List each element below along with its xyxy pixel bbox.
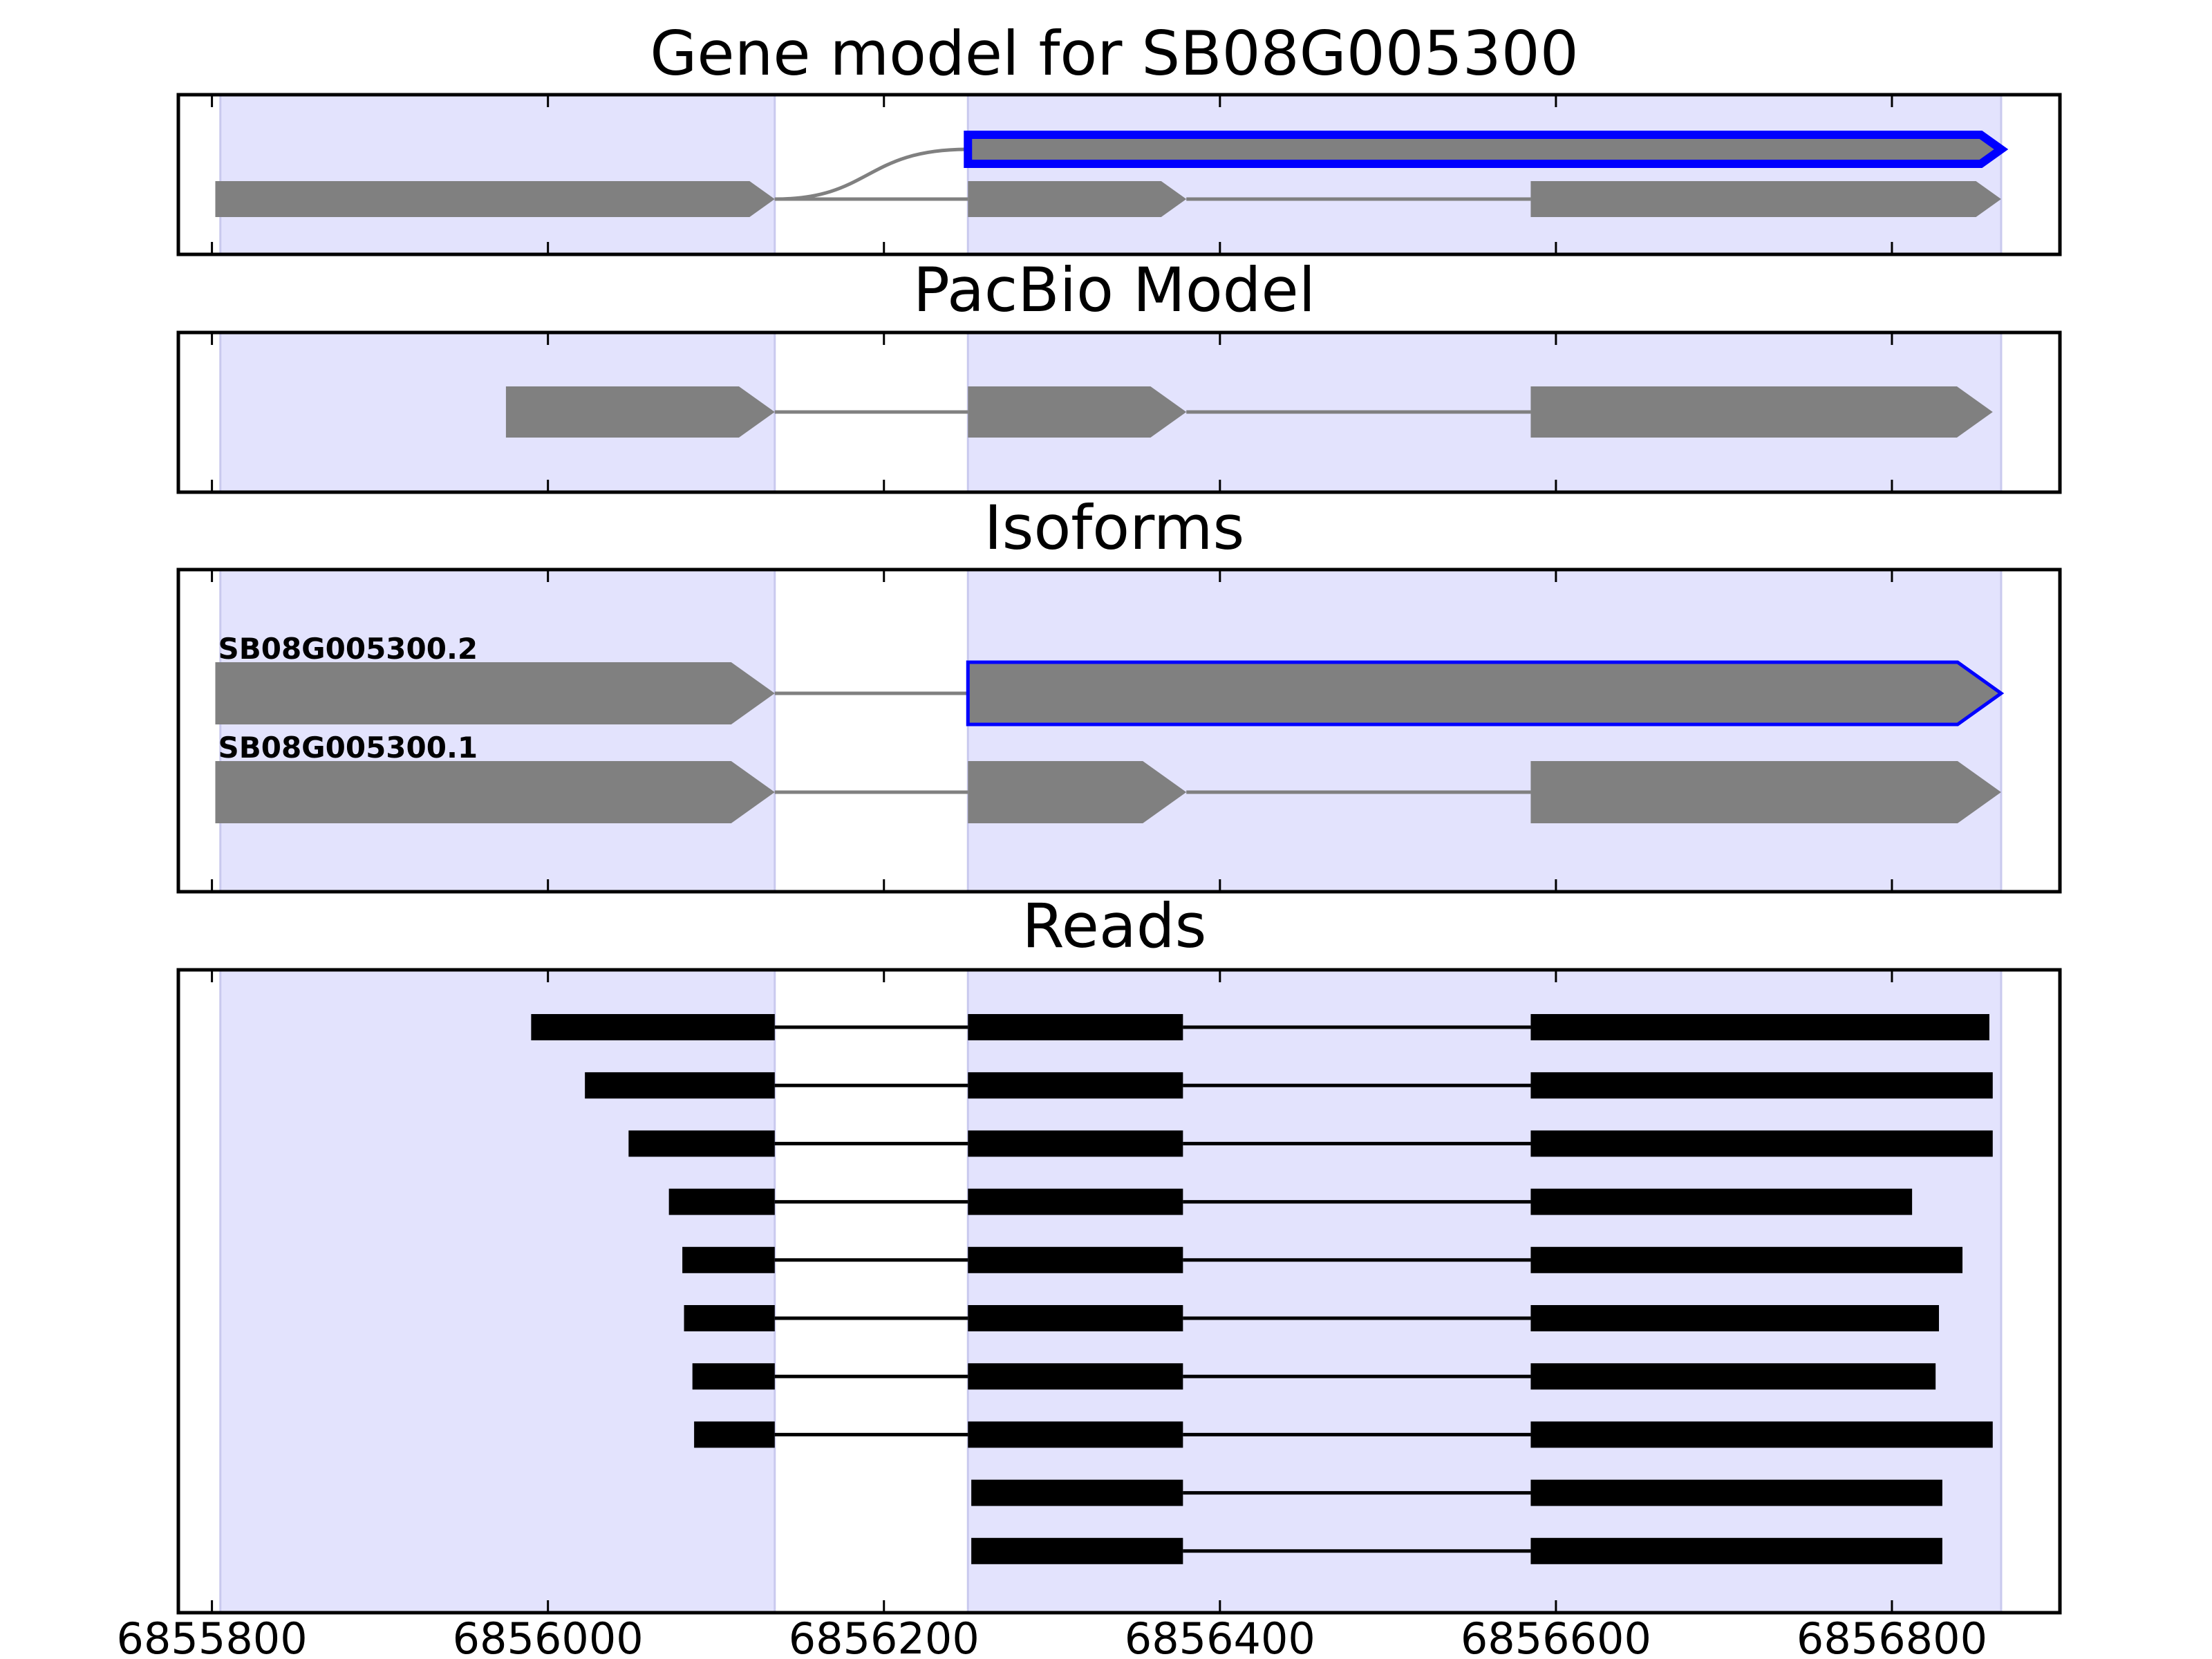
- highlight-region: [966, 968, 2003, 1614]
- read-block: [1530, 1479, 1942, 1506]
- highlight-region: [966, 93, 2003, 256]
- highlight-region: [219, 968, 776, 1614]
- read-block: [968, 1246, 1183, 1273]
- read-block: [1530, 1014, 1989, 1040]
- read-block: [1530, 1072, 1993, 1099]
- exon: [1530, 761, 2001, 823]
- panel-reads: [176, 968, 2062, 1615]
- isoform-label: SB08G005300.2: [218, 632, 478, 666]
- read-block: [1530, 1537, 1942, 1564]
- highlight-region: [219, 568, 776, 893]
- panel-frame: [176, 568, 2062, 894]
- read-block: [1530, 1246, 1963, 1273]
- read-block: [1530, 1305, 1940, 1331]
- panel-title-pacbio-model: PacBio Model: [913, 254, 1315, 326]
- exon: [215, 662, 775, 724]
- highlight-region: [966, 568, 2003, 893]
- read-block: [1530, 1188, 1913, 1215]
- read-block: [968, 1072, 1183, 1099]
- read-block: [968, 1014, 1183, 1040]
- x-tick-label: 6856800: [1797, 1613, 1987, 1659]
- read-block: [585, 1072, 775, 1099]
- exon: [215, 761, 775, 823]
- panel-title-gene-model: Gene model for SB08G005300: [650, 18, 1579, 89]
- x-tick-label: 6856000: [453, 1613, 644, 1659]
- x-axis-tick-labels: 6855800 6856000 6856200 6856400 6856600 …: [117, 1613, 1987, 1659]
- selected-exon: [966, 660, 2005, 727]
- read-block: [968, 1130, 1183, 1157]
- exon: [968, 181, 1187, 217]
- selected-transcript-exon: [964, 131, 2009, 168]
- exon: [1530, 386, 1993, 438]
- read-block: [531, 1014, 775, 1040]
- exon: [1530, 181, 2001, 217]
- x-tick-label: 6856400: [1125, 1613, 1315, 1659]
- read-block: [968, 1421, 1183, 1448]
- panel-gene-model: [176, 93, 2062, 256]
- read-block: [968, 1188, 1183, 1215]
- read-block: [1530, 1363, 1936, 1390]
- panel-title-isoforms: Isoforms: [984, 492, 1245, 563]
- exon: [968, 761, 1187, 823]
- panel-isoforms: SB08G005300.2 SB08G005300.1: [176, 568, 2062, 894]
- read-block: [971, 1479, 1183, 1506]
- read-block: [1530, 1421, 1993, 1448]
- connector-curve: [774, 147, 968, 201]
- x-tick-label: 6856200: [789, 1613, 980, 1659]
- x-tick-label: 6855800: [117, 1613, 308, 1659]
- read-block: [692, 1363, 775, 1390]
- read-block: [684, 1305, 775, 1331]
- x-tick-label: 6856600: [1461, 1613, 1651, 1659]
- read-block: [682, 1246, 775, 1273]
- read-block: [668, 1188, 775, 1215]
- panel-pacbio-model: [176, 330, 2062, 494]
- exon: [505, 386, 775, 438]
- read-block: [1530, 1130, 1993, 1157]
- exon: [968, 386, 1187, 438]
- isoform-label: SB08G005300.1: [218, 731, 478, 765]
- panel-frame: [176, 93, 2062, 256]
- panel-frame: [176, 968, 2062, 1615]
- highlight-region: [219, 93, 776, 256]
- read-block: [971, 1537, 1183, 1564]
- read-block: [628, 1130, 775, 1157]
- read-block: [968, 1363, 1183, 1390]
- panel-frame: [176, 330, 2062, 494]
- read-block: [968, 1305, 1183, 1331]
- exon: [215, 181, 775, 217]
- panel-title-reads: Reads: [1022, 890, 1207, 962]
- read-block: [694, 1421, 775, 1448]
